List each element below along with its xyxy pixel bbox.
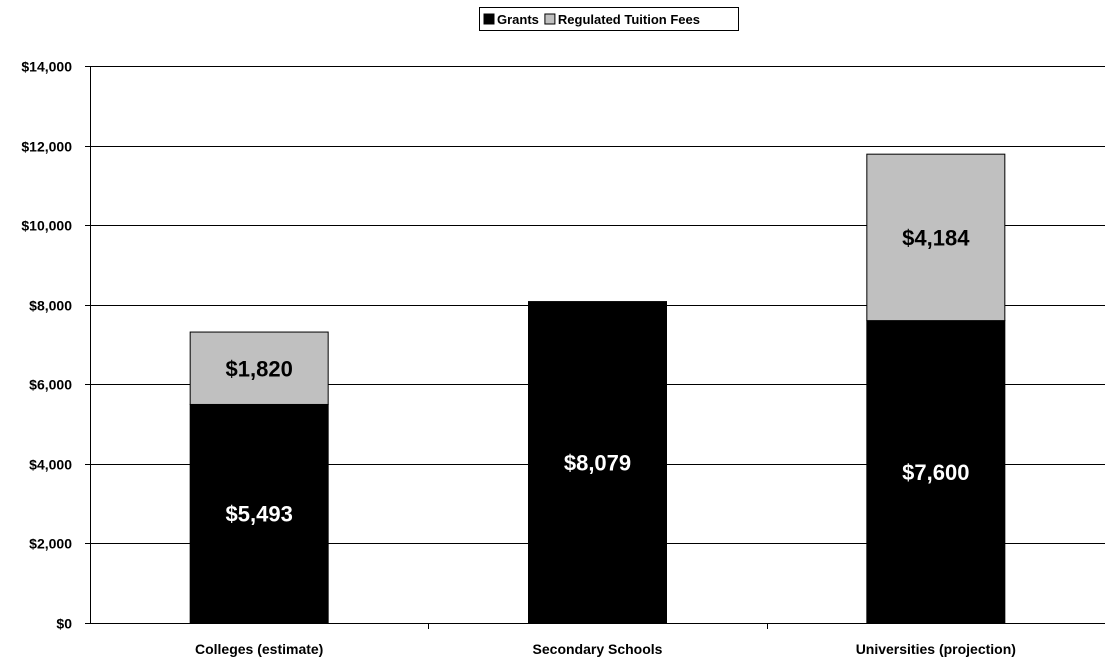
data-label: $7,600 [902, 460, 969, 485]
legend-swatch [544, 13, 556, 25]
legend-label: Grants [497, 12, 539, 27]
y-tick-label: $10,000 [21, 218, 72, 234]
y-tick-label: $8,000 [29, 298, 72, 314]
y-tick-label: $12,000 [21, 139, 72, 155]
x-tick-label: Colleges (estimate) [195, 641, 323, 657]
bar-segment [866, 153, 1006, 322]
x-tick-label: Universities (projection) [856, 641, 1016, 657]
x-tick-label: Secondary Schools [533, 641, 663, 657]
axes: $0 $2,000 $4,000 $6,000 $8,000 $10,000 $12,000… [21, 59, 1105, 657]
y-tick-label: $14,000 [21, 59, 72, 75]
y-tick-label: $6,000 [29, 377, 72, 393]
legend: Grants Regulated Tuition Fees [479, 7, 739, 31]
y-tick-label: $4,000 [29, 457, 72, 473]
bar-segment [528, 301, 667, 624]
legend-box [479, 7, 739, 31]
bar-segment [189, 331, 329, 405]
data-label: $1,820 [226, 356, 293, 381]
y-tick-label: $0 [56, 616, 72, 632]
legend-label: Regulated Tuition Fees [558, 12, 700, 27]
bars: $5,493 $1,820 $8,079 $7,600 $4,184 [189, 153, 1006, 624]
bar-segment [866, 320, 1006, 624]
data-label: $8,079 [564, 450, 631, 475]
data-label: $5,493 [226, 502, 293, 527]
data-label: $4,184 [902, 225, 970, 250]
legend-swatch [483, 13, 495, 25]
y-tick-label: $2,000 [29, 536, 72, 552]
